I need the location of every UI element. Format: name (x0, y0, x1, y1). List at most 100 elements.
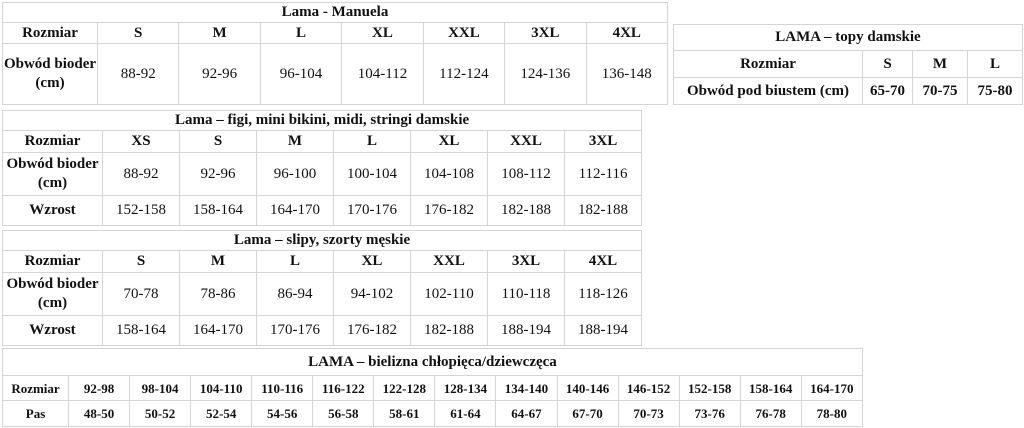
table-cell: 4XL (564, 250, 642, 273)
table-row: Rozmiar S M L (673, 50, 1023, 78)
table-cell: 65-70 (862, 77, 913, 105)
table-cell: 158-164 (102, 315, 180, 346)
row-header: Obwód bioder (cm) (2, 43, 98, 105)
table-cell: XS (102, 130, 180, 153)
table-cell: 140-146 (556, 375, 619, 401)
table-cell: 122-128 (373, 375, 436, 401)
row-header: Rozmiar (2, 22, 98, 44)
table-cell: S (102, 250, 180, 273)
table-cell: 70-75 (912, 77, 968, 105)
table-cell: 104-110 (190, 375, 253, 401)
table-cell: 78-80 (800, 400, 863, 427)
table-cell: 170-176 (333, 195, 411, 226)
table-cell: 164-170 (800, 375, 863, 401)
table-cell: 110-116 (251, 375, 314, 401)
table-row: Obwód bioder (cm) 70-78 78-86 86-94 94-102 10… (2, 272, 642, 316)
table-row: Rozmiar XS S M L XL XXL 3XL (2, 130, 643, 153)
table-cell: 75-80 (967, 77, 1023, 105)
table-cell: 136-148 (585, 43, 669, 105)
table-cell: 70-73 (617, 400, 680, 427)
table-row: Rozmiar S M L XL XXL 3XL 4XL (2, 22, 669, 44)
table-cell: S (179, 130, 257, 153)
table-cell: 100-104 (333, 152, 411, 196)
table-cell: 92-98 (67, 375, 131, 401)
table-row: Obwód bioder (cm) 88-92 92-96 96-104 104-112… (2, 43, 669, 105)
table-cell: 96-104 (259, 43, 343, 105)
table-title: Lama – figi, mini bikini, midi, stringi … (1, 110, 643, 131)
table-cell: M (178, 22, 261, 44)
table-cell: M (179, 250, 257, 273)
row-header: Rozmiar (2, 375, 69, 401)
row-header: Obwód bioder (cm) (2, 152, 103, 196)
table-cell: 128-134 (434, 375, 497, 401)
table-cell: 164-170 (256, 195, 334, 226)
table-cell: 176-182 (410, 195, 488, 226)
table-cell: S (862, 50, 913, 78)
table-cell: XL (333, 250, 411, 273)
table-cell: 54-56 (251, 400, 314, 427)
table-cell: 182-188 (487, 195, 565, 226)
table-cell: 4XL (585, 22, 669, 44)
lama-slipy-meskie-table: Lama – slipy, szorty męskie Rozmiar S M L XL X… (2, 230, 642, 346)
table-title: Lama – slipy, szorty męskie (2, 230, 642, 251)
table-cell: 182-188 (563, 195, 643, 226)
table-cell: 3XL (487, 250, 565, 273)
table-cell: 78-86 (179, 272, 257, 316)
row-header: Rozmiar (2, 130, 103, 153)
table-cell: 86-94 (256, 272, 334, 316)
table-cell: 176-182 (333, 315, 411, 346)
table-cell: 56-58 (312, 400, 375, 427)
table-cell: 112-124 (422, 43, 506, 105)
table-cell: 164-170 (179, 315, 257, 346)
table-cell: 118-126 (564, 272, 642, 316)
table-cell: 182-188 (410, 315, 488, 346)
table-cell: 88-92 (102, 152, 180, 196)
table-cell: 170-176 (256, 315, 334, 346)
table-cell: 76-78 (739, 400, 802, 427)
table-cell: 70-78 (102, 272, 180, 316)
table-cell: 92-96 (178, 43, 261, 105)
table-cell: 92-96 (179, 152, 257, 196)
table-cell: 152-158 (102, 195, 180, 226)
table-cell: XL (410, 130, 488, 153)
table-cell: 108-112 (487, 152, 565, 196)
table-row: Rozmiar S M L XL XXL 3XL 4XL (2, 250, 642, 273)
table-cell: 88-92 (96, 43, 180, 105)
table-cell: 96-100 (256, 152, 334, 196)
table-cell: 73-76 (678, 400, 741, 427)
table-cell: 58-61 (373, 400, 436, 427)
lama-manuela-table: Lama - Manuela Rozmiar S M L XL XXL 3XL 4XL Obwód… (2, 2, 669, 105)
table-row: Wzrost 152-158 158-164 164-170 170-176 176-18… (2, 195, 643, 226)
row-header: Wzrost (2, 315, 103, 346)
table-cell: 110-118 (487, 272, 565, 316)
table-cell: 152-158 (678, 375, 741, 401)
table-title: LAMA – topy damskie (673, 24, 1023, 51)
lama-topy-damskie-table: LAMA – topy damskie Rozmiar S M L Obwód pod b… (673, 24, 1023, 105)
row-header: Pas (2, 400, 69, 427)
table-row: Pas 48-50 50-52 52-54 54-56 56-58 58-61 61-64 64… (2, 400, 863, 427)
table-cell: 188-194 (564, 315, 642, 346)
table-cell: 112-116 (563, 152, 643, 196)
table-cell: S (96, 22, 180, 44)
table-cell: 61-64 (434, 400, 497, 427)
table-cell: 3XL (563, 130, 643, 153)
table-cell: XL (341, 22, 424, 44)
table-cell: 3XL (504, 22, 587, 44)
table-cell: 104-112 (341, 43, 424, 105)
table-cell: L (967, 50, 1023, 78)
row-header: Obwód bioder (cm) (2, 272, 103, 316)
table-cell: M (912, 50, 968, 78)
table-cell: 146-152 (617, 375, 680, 401)
table-cell: 67-70 (556, 400, 619, 427)
table-cell: 64-67 (495, 400, 558, 427)
table-cell: 94-102 (333, 272, 411, 316)
table-cell: M (256, 130, 334, 153)
table-cell: 158-164 (739, 375, 802, 401)
table-row: Obwód bioder (cm) 88-92 92-96 96-100 100-104… (2, 152, 643, 196)
row-header: Wzrost (2, 195, 103, 226)
table-cell: 134-140 (495, 375, 558, 401)
table-cell: L (256, 250, 334, 273)
lama-bielizna-dziecieca-table: LAMA – bielizna chłopięca/dziewczęca Rozm… (2, 348, 863, 427)
table-cell: 158-164 (179, 195, 257, 226)
table-cell: L (333, 130, 411, 153)
